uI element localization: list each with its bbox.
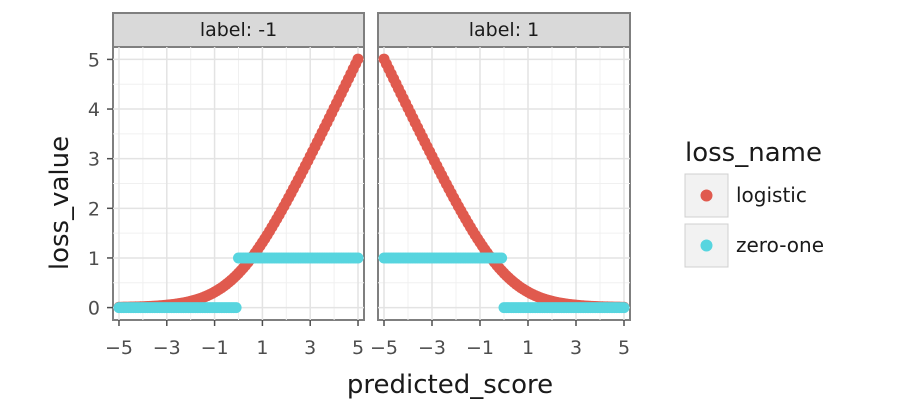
x-tick-label: −1 <box>466 337 494 359</box>
strip-label: label: -1 <box>200 19 277 41</box>
y-tick-label: 5 <box>88 49 100 71</box>
panel-label-pos1: label: 1 <box>377 12 631 321</box>
strip-background <box>112 12 365 48</box>
x-tick-label: 5 <box>352 337 364 359</box>
x-tick-label: 1 <box>256 337 268 359</box>
x-axis-title: predicted_score <box>347 370 553 400</box>
x-tick-label: 3 <box>304 337 316 359</box>
legend-label-logistic: logistic <box>736 183 807 207</box>
legend-marker-logistic <box>700 189 713 202</box>
legend-marker-zero-one <box>700 239 713 252</box>
y-axis-title: loss_value <box>45 136 75 270</box>
data-point-zero-one <box>618 302 630 314</box>
data-points <box>378 53 630 314</box>
x-tick-label: −5 <box>370 337 398 359</box>
legend-title: loss_name <box>685 138 822 168</box>
strip-background <box>377 12 631 48</box>
data-point-zero-one <box>230 302 242 314</box>
x-tick-label: 3 <box>570 337 582 359</box>
panel-label-neg1: label: -1 <box>112 12 365 321</box>
x-axis: −5 −3 −1 1 3 5 −5 −3 −1 1 3 5 <box>105 320 630 359</box>
data-point-zero-one <box>352 252 364 264</box>
gridlines <box>113 47 364 320</box>
legend: loss_name logistic zero-one <box>684 138 824 268</box>
x-tick-label: 1 <box>522 337 534 359</box>
y-tick-label: 1 <box>88 248 100 270</box>
x-tick-label: 5 <box>618 337 630 359</box>
data-points <box>113 53 364 314</box>
y-tick-label: 0 <box>88 298 100 320</box>
x-tick-label: −3 <box>153 337 181 359</box>
legend-label-zero-one: zero-one <box>736 233 824 257</box>
y-tick-label: 2 <box>88 198 100 220</box>
strip-label: label: 1 <box>469 19 539 41</box>
gridlines <box>378 47 630 320</box>
y-tick-label: 3 <box>88 149 100 171</box>
x-tick-label: −3 <box>418 337 446 359</box>
data-point-logistic <box>352 53 364 65</box>
y-tick-label: 4 <box>88 99 100 121</box>
data-point-zero-one <box>496 252 508 264</box>
x-tick-label: −1 <box>201 337 229 359</box>
y-axis: 0 1 2 3 4 5 <box>88 49 113 320</box>
x-tick-label: −5 <box>105 337 133 359</box>
